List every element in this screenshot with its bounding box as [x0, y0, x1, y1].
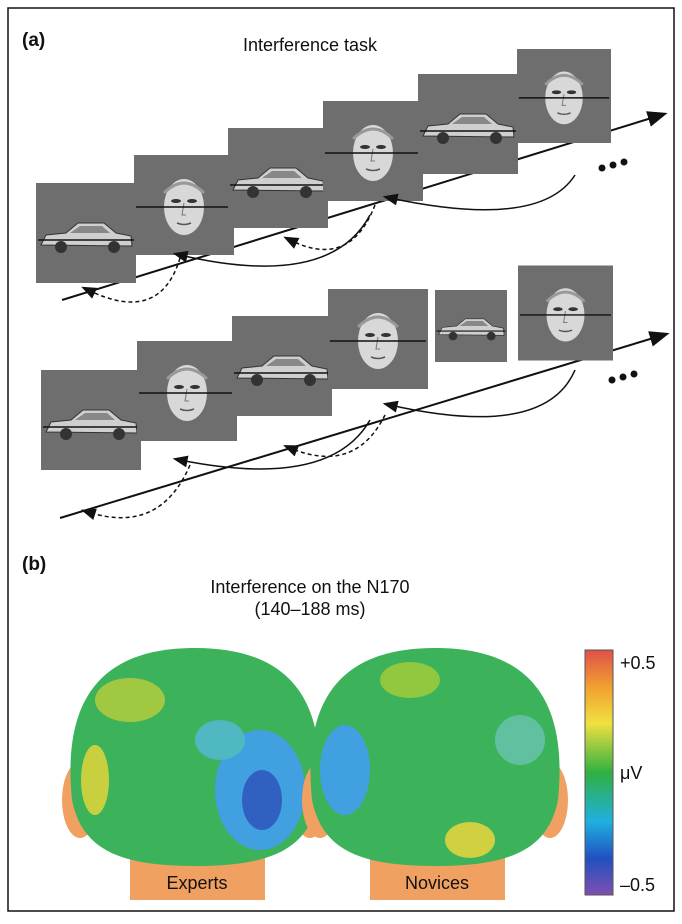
panel-subtitle: (140–188 ms) — [254, 599, 365, 619]
sequence-1 — [36, 49, 658, 302]
colorbar-label: –0.5 — [620, 875, 655, 895]
panel-title: Interference on the N170 — [210, 577, 409, 597]
colorbar-label: +0.5 — [620, 653, 656, 673]
sequence-2 — [41, 266, 660, 519]
head-label: Novices — [405, 873, 469, 893]
panel-title: Interference task — [243, 35, 378, 55]
head-experts: Experts — [60, 640, 330, 900]
figure: (a) Interference task (b) Interference o… — [0, 0, 682, 919]
panel-label: (b) — [22, 554, 46, 575]
panel-label: (a) — [22, 30, 45, 51]
head-label: Experts — [166, 873, 227, 893]
colorbar-unit: μV — [620, 763, 642, 783]
colorbar: +0.5 μV –0.5 — [585, 650, 656, 895]
head-novices: Novices — [300, 640, 570, 900]
